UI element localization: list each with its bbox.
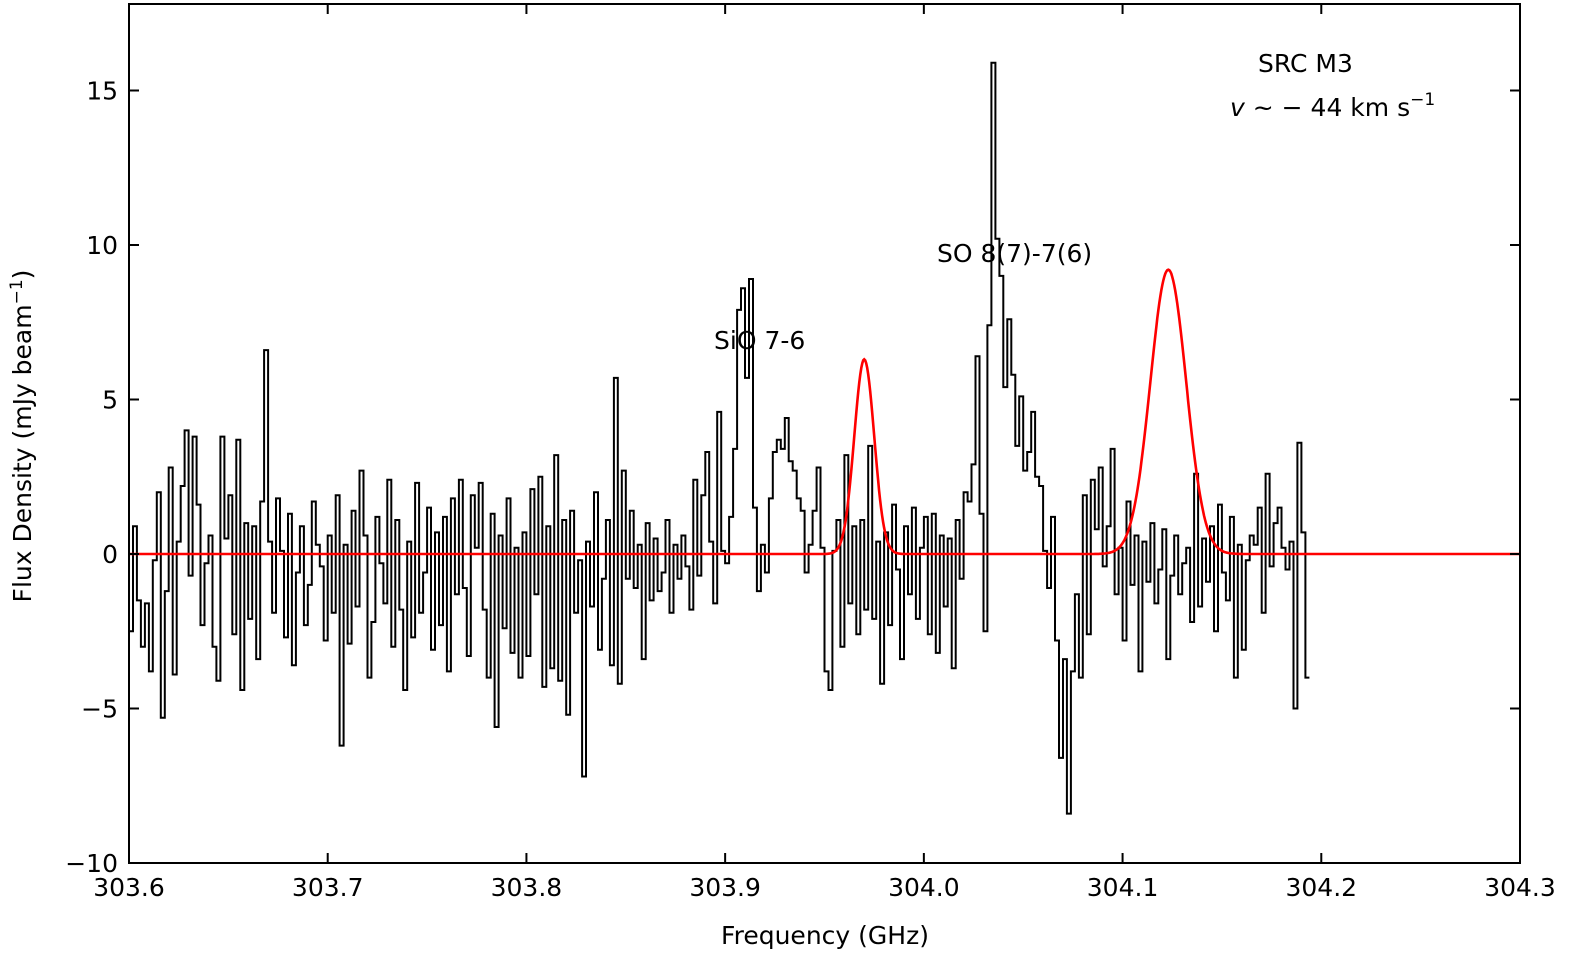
- x-tick-label: 303.7: [292, 873, 364, 902]
- x-axis-ticks: 303.6 303.7 303.8 303.9 304.0 304.1 304.2 304.3: [93, 4, 1556, 902]
- so-line-annotation: SO 8(7)-7(6): [937, 239, 1092, 268]
- y-tick-label: 10: [86, 231, 118, 260]
- y-tick-label: 5: [102, 386, 118, 415]
- x-tick-label: 303.6: [93, 873, 165, 902]
- y-tick-label: −10: [65, 849, 118, 878]
- observed-spectrum-line: [129, 61, 1310, 815]
- y-axis-ticks: −10 −5 0 5 10 15: [65, 77, 1520, 878]
- x-tick-label: 304.2: [1285, 873, 1357, 902]
- x-tick-label: 304.1: [1087, 873, 1159, 902]
- y-tick-label: 0: [102, 540, 118, 569]
- plot-area: [129, 61, 1520, 815]
- x-tick-label: 304.0: [888, 873, 960, 902]
- sio-line-annotation: SiO 7-6: [714, 326, 805, 355]
- axes-frame: [128, 3, 1521, 864]
- y-tick-label: 15: [86, 77, 118, 106]
- source-annotation: SRC M3: [1258, 49, 1353, 78]
- x-tick-label: 304.3: [1484, 873, 1556, 902]
- x-axis-label: Frequency (GHz): [721, 921, 929, 950]
- gaussian-fit-line: [129, 268, 1520, 556]
- y-tick-label: −5: [81, 695, 118, 724]
- velocity-annotation: v ~ − 44 km s−1: [1230, 90, 1435, 122]
- y-axis-label: Flux Density (mJy beam−1): [7, 270, 37, 603]
- x-tick-label: 303.9: [689, 873, 761, 902]
- x-tick-label: 303.8: [491, 873, 563, 902]
